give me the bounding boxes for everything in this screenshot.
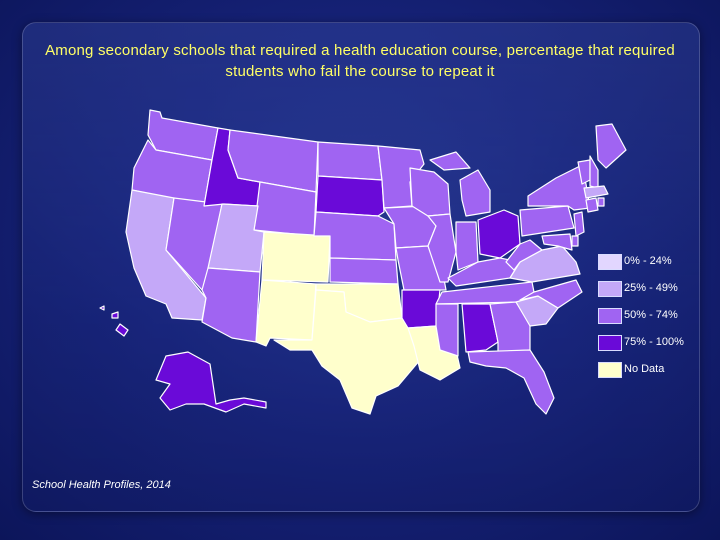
legend-swatch <box>598 254 622 270</box>
legend-swatch <box>598 362 622 378</box>
state-nh <box>589 155 599 189</box>
legend-swatch <box>598 281 622 297</box>
state-ct <box>585 197 599 213</box>
state-nd <box>317 141 383 181</box>
state-md <box>541 233 573 251</box>
state-mi <box>429 151 491 217</box>
state-fl <box>467 349 555 415</box>
map-title: Among secondary schools that required a … <box>45 42 675 80</box>
state-ak <box>155 351 267 413</box>
source-note: School Health Profiles, 2014 <box>32 479 171 491</box>
state-nj <box>573 211 585 237</box>
state-pa <box>519 205 575 237</box>
legend-swatch <box>598 335 622 351</box>
legend-label: 0% - 24% <box>624 255 672 267</box>
state-il <box>427 213 457 283</box>
state-oh <box>477 209 521 259</box>
state-wv <box>505 239 543 271</box>
state-wy <box>253 181 317 237</box>
state-hi <box>99 305 129 337</box>
legend-swatch <box>598 308 622 324</box>
state-az <box>201 267 261 343</box>
state-nc <box>519 279 583 309</box>
state-ma <box>583 185 609 199</box>
state-co <box>261 231 331 283</box>
state-de <box>571 235 579 247</box>
state-ms <box>435 303 459 357</box>
legend-label: 25% - 49% <box>624 282 678 294</box>
state-tx <box>273 289 421 415</box>
state-me <box>595 123 627 169</box>
state-nm <box>255 279 317 347</box>
state-wi <box>409 167 451 217</box>
state-ri <box>597 197 605 207</box>
state-al <box>461 303 499 353</box>
state-in <box>455 221 479 271</box>
legend-label: 50% - 74% <box>624 309 678 321</box>
legend-label: No Data <box>624 363 665 375</box>
legend-label: 75% - 100% <box>624 336 684 348</box>
state-ks <box>329 257 399 285</box>
state-ar <box>401 289 441 329</box>
state-sd <box>315 175 385 217</box>
